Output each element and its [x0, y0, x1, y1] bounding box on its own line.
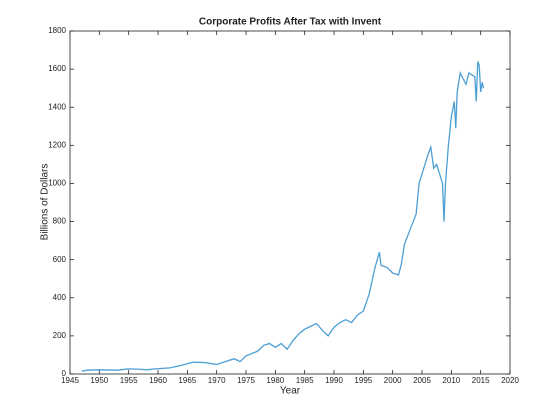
y-tick-label: 1200	[48, 140, 66, 149]
x-tick-label: 1965	[178, 376, 196, 385]
x-tick-label: 1960	[149, 376, 167, 385]
y-tick-label: 0	[62, 369, 67, 378]
x-tick-label: 1945	[61, 376, 79, 385]
x-tick-label: 1955	[120, 376, 138, 385]
x-tick-label: 1995	[354, 376, 372, 385]
x-axis-label: Year	[280, 386, 301, 397]
x-tick-label: 2005	[413, 376, 431, 385]
x-tick-label: 1950	[90, 376, 108, 385]
y-tick-label: 1600	[48, 64, 66, 73]
x-tick-label: 1985	[296, 376, 314, 385]
y-tick-label: 1800	[48, 26, 66, 35]
axes-box	[69, 30, 511, 375]
x-tick-label: 2010	[442, 376, 460, 385]
data-line	[81, 61, 485, 372]
y-axis-label: Billions of Dollars	[40, 164, 51, 241]
y-tick-label: 200	[53, 331, 67, 340]
x-tick-label: 1975	[237, 376, 255, 385]
x-tick-label: 1980	[266, 376, 284, 385]
x-tick-label: 2020	[501, 376, 519, 385]
x-tick-label: 1990	[325, 376, 343, 385]
y-tick-label: 400	[53, 293, 67, 302]
y-tick-label: 800	[53, 217, 67, 226]
x-tick-label: 1970	[208, 376, 226, 385]
chart-title: Corporate Profits After Tax with Invent	[199, 17, 382, 28]
x-tick-label: 2000	[384, 376, 402, 385]
y-tick-label: 1400	[48, 102, 66, 111]
x-tick-label: 2015	[472, 376, 490, 385]
y-tick-label: 1000	[48, 179, 66, 188]
y-tick-label: 600	[53, 255, 67, 264]
